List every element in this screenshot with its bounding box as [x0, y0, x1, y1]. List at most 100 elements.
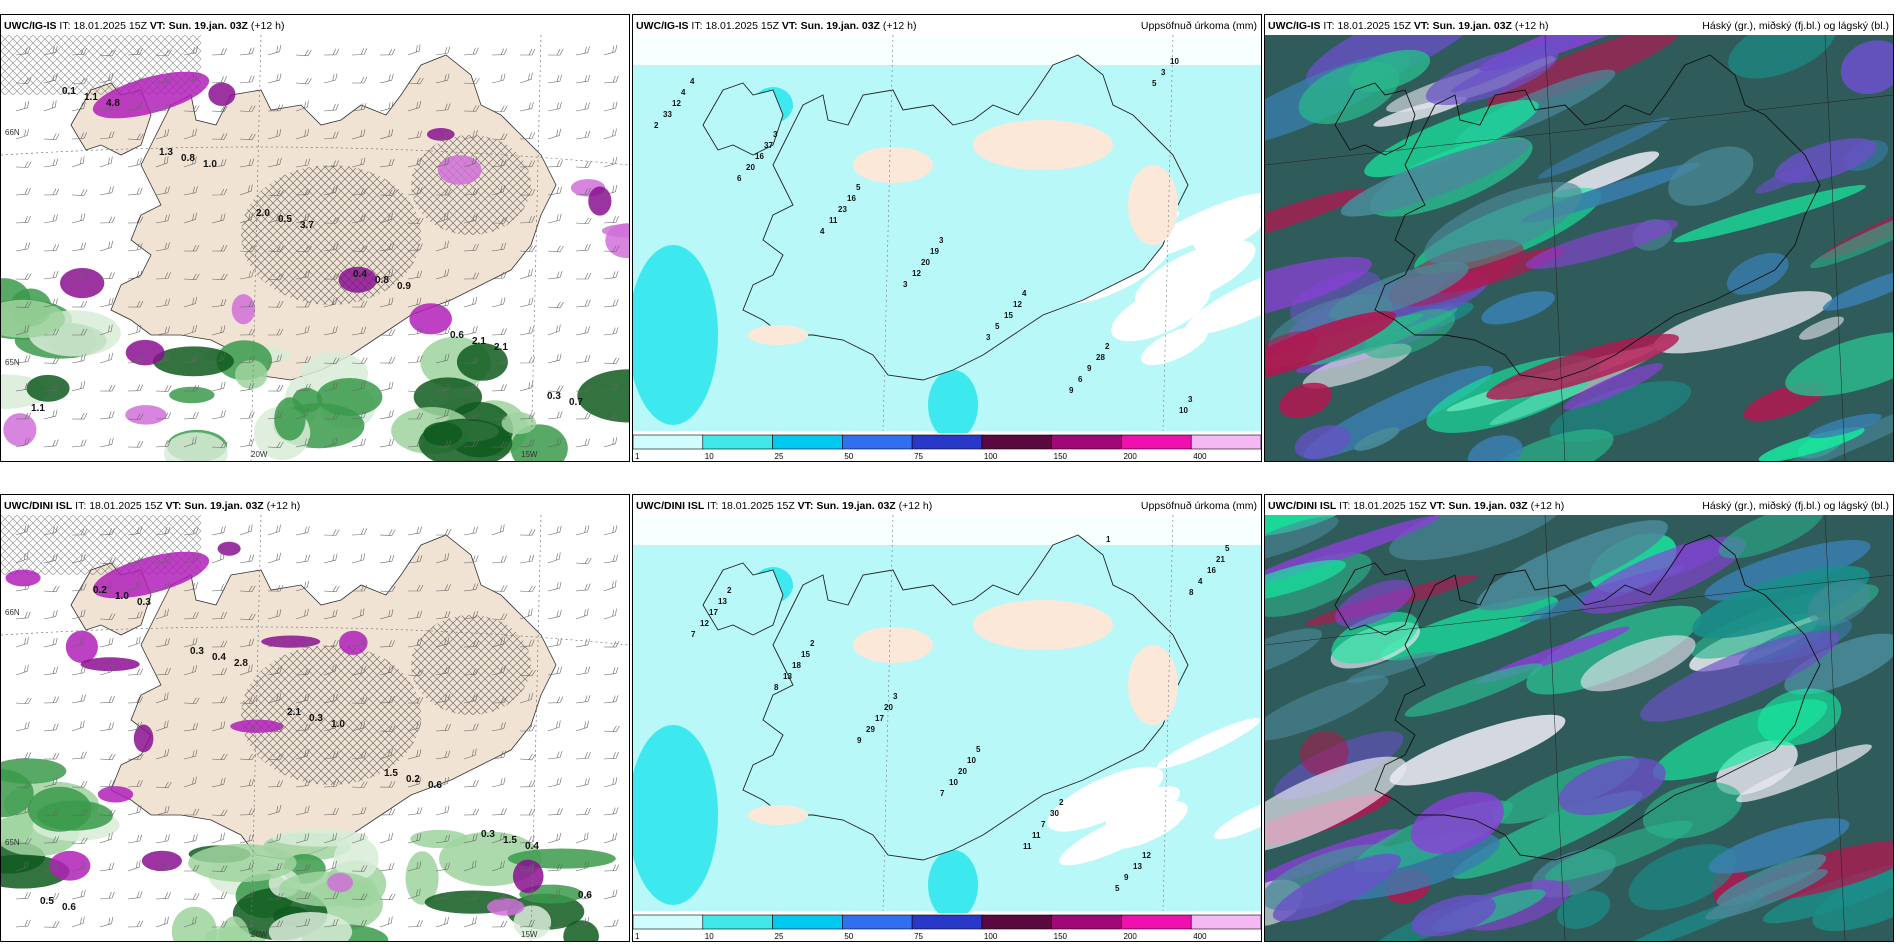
precip-amount-label: 18	[792, 661, 801, 670]
precip-amount-label: 3	[1188, 395, 1193, 404]
precip-amount-label: 3	[893, 692, 898, 701]
panel-header: UWC/IG-IS IT: 18.01.2025 15Z VT: Sun. 19…	[636, 20, 1257, 32]
colorbar: 1 10 25 50 75 100 150 200 400	[633, 433, 1261, 461]
precip-amount-label: 23	[838, 205, 847, 214]
precip-amount-label: 7	[691, 630, 696, 639]
precip-amount-label: 12	[912, 269, 921, 278]
precip-amount-label: 12	[1142, 851, 1151, 860]
panel-header: UWC/DINI ISL IT: 18.01.2025 15Z VT: Sun.…	[4, 500, 301, 512]
precip-amount-label: 10	[1170, 57, 1179, 66]
colorbar-tick-label: 50	[844, 932, 853, 941]
precip-amount-label: 3	[773, 130, 778, 139]
colorbar-swatch	[911, 914, 983, 930]
colorbar-tick-label: 150	[1054, 452, 1068, 461]
precip-amount-label: 12	[672, 99, 681, 108]
panel-title: Uppsöfnuð úrkoma (mm)	[1140, 500, 1257, 512]
wind-map: 0.2 0.3 2.1 1.5 0.3 0.6 1.0 0.4 0.3 0.2 1.5 0.5 0.3 2…	[1, 515, 629, 941]
colorbar-tick-label: 400	[1193, 452, 1207, 461]
precip-amount-label: 21	[1216, 555, 1225, 564]
accum-precip-panel-bottom: UWC/DINI ISL IT: 18.01.2025 15Z VT: Sun.…	[632, 494, 1262, 942]
precip-amount-label: 2	[1105, 342, 1110, 351]
longitude-label: 20W	[251, 930, 268, 939]
precip-amount-label: 5	[995, 322, 1000, 331]
precip-value-label: 2.1	[494, 342, 508, 353]
precip-value-label: 0.6	[450, 330, 464, 341]
precip-value-label: 0.6	[428, 780, 442, 791]
precip-value-label: 1.5	[503, 835, 517, 846]
wind-barb-icon	[15, 44, 620, 449]
wind-map: 0.1 1.3 2.0 0.4 0.6 0.3 1.1 0.8 0.5 0.8 2.1 0.7 4.8 1…	[1, 35, 629, 461]
precip-amount-label: 11	[829, 216, 838, 225]
colorbar-tick-label: 10	[705, 452, 714, 461]
precip-amount-label: 9	[1069, 386, 1074, 395]
cloud-map	[1265, 35, 1893, 461]
precip-amount-label: 2	[1059, 798, 1064, 807]
colorbar-swatch	[702, 914, 773, 930]
precip-amount-label: 17	[709, 608, 718, 617]
panel-title: Uppsöfnuð úrkoma (mm)	[1140, 20, 1257, 32]
iceland-coastline	[1374, 534, 1821, 861]
colorbar-tick-label: 150	[1054, 932, 1068, 941]
precip-amount-label: 10	[949, 778, 958, 787]
accum-precip-panel-top: UWC/IG-IS IT: 18.01.2025 15Z VT: Sun. 19…	[632, 14, 1262, 462]
precip-value-label: 0.2	[406, 774, 420, 785]
precip-value-label: 0.7	[569, 397, 583, 408]
precip-map: 2 2 3 5 2 12 5 13 15 20 10 30 13 21 17 18 17 20 7 9 16 12 13 29…	[633, 515, 1261, 941]
precip-amount-label: 15	[801, 650, 810, 659]
colorbar-tick-label: 100	[984, 452, 998, 461]
precip-amount-label: 37	[764, 141, 773, 150]
precip-amount-label: 5	[856, 183, 861, 192]
precip-amount-label: 11	[1032, 831, 1041, 840]
precip-amount-label: 13	[1133, 862, 1142, 871]
precip-value-label: 0.9	[397, 281, 411, 292]
precip-value-label: 0.6	[62, 902, 76, 913]
precip-amount-label: 7	[940, 789, 945, 798]
colorbar-tick-label: 200	[1123, 452, 1137, 461]
colorbar-tick-label: 50	[844, 452, 853, 461]
precip-amount-label: 6	[737, 174, 742, 183]
precip-amount-label: 3	[939, 236, 944, 245]
latitude-label: 66N	[5, 128, 20, 137]
precip-value-label: 2.8	[234, 658, 248, 669]
colorbar-swatch	[772, 434, 843, 450]
precip-value-label: 1.1	[84, 92, 98, 103]
precip-amount-label: 2	[810, 639, 815, 648]
colorbar-tick-label: 75	[914, 452, 923, 461]
longitude-label: 20W	[251, 450, 268, 459]
latitude-label: 65N	[5, 838, 20, 847]
cloud-map	[1265, 515, 1893, 941]
colorbar-swatch	[1190, 434, 1261, 450]
precip-value-label: 1.5	[384, 768, 398, 779]
precip-amount-label: 19	[930, 247, 939, 256]
precip-amount-label: 20	[921, 258, 930, 267]
precip-value-label: 1.0	[115, 591, 129, 602]
precip-value-label: 0.4	[212, 652, 226, 663]
latitude-label: 66N	[5, 608, 20, 617]
cloud-panel-bottom: UWC/DINI ISL IT: 18.01.2025 15Z VT: Sun.…	[1264, 494, 1894, 942]
precip-value-label: 0.8	[181, 153, 195, 164]
precip-amount-label: 9	[1087, 364, 1092, 373]
longitude-label: 15W	[521, 930, 538, 939]
precip-amount-label: 10	[967, 756, 976, 765]
precip-value-label: 3.7	[300, 220, 314, 231]
precip-value-label: 0.1	[62, 86, 76, 97]
precip-value-label: 0.3	[309, 713, 323, 724]
precip-amount-label: 13	[783, 672, 792, 681]
latitude-label: 65N	[5, 358, 20, 367]
colorbar-tick-label: 200	[1123, 932, 1137, 941]
precip-amount-label: 4	[1022, 289, 1027, 298]
precip-amount-label: 10	[1179, 406, 1188, 415]
panel-title: Háský (gr.), miðský (fj.bl.) og lágský (…	[1702, 500, 1889, 512]
precip-value-label: 2.1	[472, 336, 486, 347]
precip-value-label: 1.0	[331, 719, 345, 730]
wind-precip-panel-top: UWC/IG-IS IT: 18.01.2025 15Z VT: Sun. 19…	[0, 14, 630, 462]
precip-value-label: 0.3	[137, 597, 151, 608]
cloud-panel-top: UWC/IG-IS IT: 18.01.2025 15Z VT: Sun. 19…	[1264, 14, 1894, 462]
precip-amount-label: 4	[681, 88, 686, 97]
panel-header: UWC/IG-IS IT: 18.01.2025 15Z VT: Sun. 19…	[4, 20, 285, 32]
colorbar-swatch	[633, 434, 704, 450]
colorbar-tick-label: 25	[775, 452, 784, 461]
precip-amount-label: 5	[1115, 884, 1120, 893]
precip-amount-label: 29	[866, 725, 875, 734]
precip-amount-label: 12	[1013, 300, 1022, 309]
